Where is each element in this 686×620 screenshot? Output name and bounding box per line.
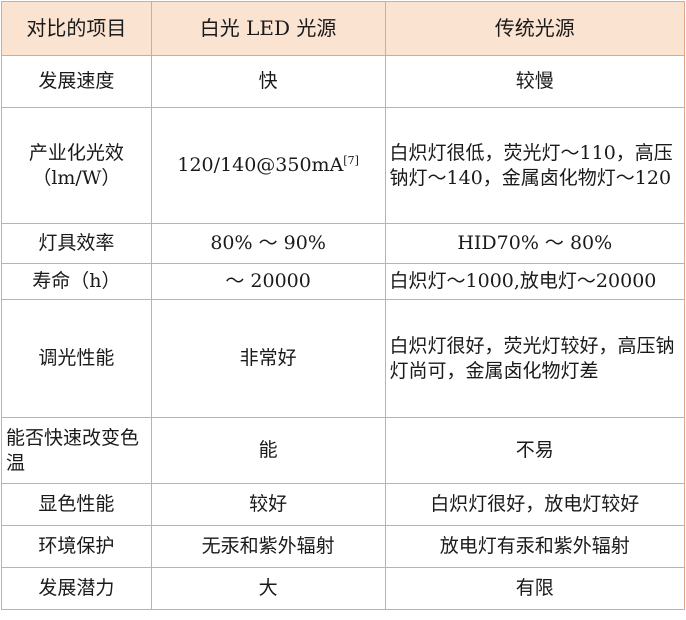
row-item: 环境保护 — [1, 525, 152, 568]
header-traditional: 传统光源 — [384, 1, 686, 56]
row-item: 产业化光效（lm/W） — [1, 107, 152, 224]
row-item: 灯具效率 — [1, 223, 152, 264]
row-led-value: 较好 — [249, 493, 288, 515]
row-led: 非常好 — [150, 299, 386, 418]
row-traditional: 不易 — [384, 417, 686, 484]
table-row: 寿命（h） ～ 20000 白炽灯～1000,放电灯～20000 — [1, 263, 686, 300]
row-led: 大 — [150, 567, 386, 610]
row-traditional: 白炽灯～1000,放电灯～20000 — [384, 263, 686, 300]
row-led: 能 — [150, 417, 386, 484]
row-item: 寿命（h） — [1, 263, 152, 300]
table-row: 发展速度 快 较慢 — [1, 55, 686, 108]
row-item: 发展潜力 — [1, 567, 152, 610]
row-traditional: HID70% ～ 80% — [384, 223, 686, 264]
row-led-value: ～ 20000 — [225, 270, 311, 292]
row-led-value: 80% ～ 90% — [210, 232, 326, 254]
table-row: 显色性能 较好 白炽灯很好，放电灯较好 — [1, 483, 686, 526]
row-led-value: 能 — [258, 439, 278, 461]
row-led-value: 非常好 — [239, 347, 297, 369]
header-item: 对比的项目 — [1, 1, 152, 56]
row-traditional: 放电灯有汞和紫外辐射 — [384, 525, 686, 568]
row-led: 较好 — [150, 483, 386, 526]
row-item: 能否快速改变色温 — [1, 417, 152, 484]
table-row: 灯具效率 80% ～ 90% HID70% ～ 80% — [1, 223, 686, 264]
row-led-value: 120/140@350mA — [177, 154, 344, 176]
row-traditional: 白炽灯很低，荧光灯～110，高压钠灯～140，金属卤化物灯～120 — [384, 107, 686, 224]
table-row: 环境保护 无汞和紫外辐射 放电灯有汞和紫外辐射 — [1, 525, 686, 568]
header-led: 白光 LED 光源 — [150, 1, 386, 56]
row-traditional: 较慢 — [384, 55, 686, 108]
header-row: 对比的项目 白光 LED 光源 传统光源 — [1, 1, 686, 56]
row-led-value: 无汞和紫外辐射 — [201, 535, 335, 557]
table-row: 产业化光效（lm/W） 120/140@350mA[7] 白炽灯很低，荧光灯～1… — [1, 107, 686, 224]
table-row: 调光性能 非常好 白炽灯很好，荧光灯较好，高压钠灯尚可，金属卤化物灯差 — [1, 299, 686, 418]
row-traditional: 白炽灯很好，荧光灯较好，高压钠灯尚可，金属卤化物灯差 — [384, 299, 686, 418]
row-item: 发展速度 — [1, 55, 152, 108]
row-led-value: 大 — [258, 577, 278, 599]
row-led: 120/140@350mA[7] — [150, 107, 386, 224]
row-led-value: 快 — [258, 70, 278, 92]
citation-ref: [7] — [343, 154, 359, 167]
table-row: 能否快速改变色温 能 不易 — [1, 417, 686, 484]
row-traditional: 有限 — [384, 567, 686, 610]
row-item: 显色性能 — [1, 483, 152, 526]
row-led: 无汞和紫外辐射 — [150, 525, 386, 568]
row-led: ～ 20000 — [150, 263, 386, 300]
row-led: 80% ～ 90% — [150, 223, 386, 264]
row-item: 调光性能 — [1, 299, 152, 418]
row-led: 快 — [150, 55, 386, 108]
row-traditional: 白炽灯很好，放电灯较好 — [384, 483, 686, 526]
table-row: 发展潜力 大 有限 — [1, 567, 686, 610]
